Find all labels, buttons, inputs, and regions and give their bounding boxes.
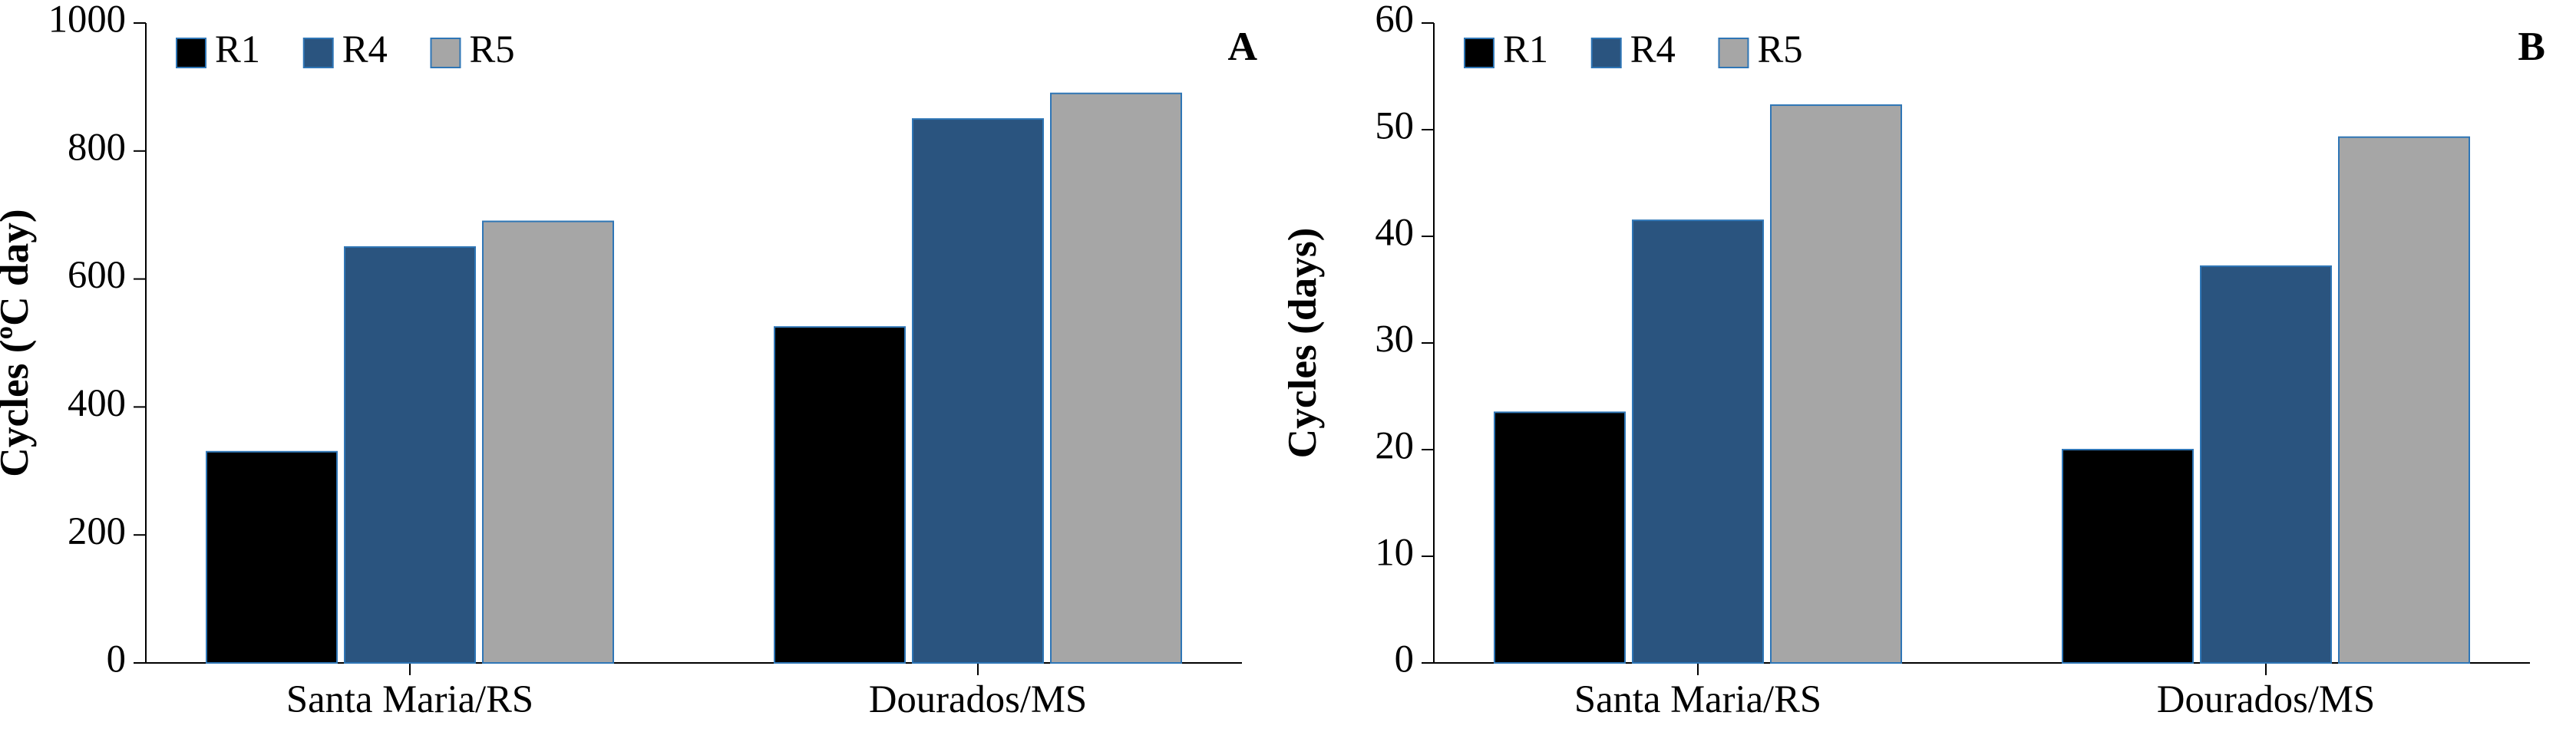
- legend-swatch-r5: [431, 38, 460, 68]
- panel-a: 0 200 400 600 800 1000 Santa Maria/RS Dourados/…: [0, 0, 1288, 755]
- legend-swatch-r4: [304, 38, 333, 68]
- y-tick-label: 800: [68, 125, 126, 168]
- legend-label-r4: R4: [342, 28, 388, 71]
- legend-swatch-r5: [1719, 38, 1748, 68]
- y-tick-label: 60: [1375, 0, 1414, 41]
- panel-letter: B: [2518, 23, 2545, 69]
- y-tick-label: 10: [1375, 531, 1414, 574]
- panel-letter: A: [1227, 23, 1257, 69]
- chart-b: 0 10 20 30 40 50 60 Santa Maria/RS Dourados/MS Cy…: [1288, 0, 2576, 755]
- bar-r4: [913, 119, 1043, 663]
- panel-b: 0 10 20 30 40 50 60 Santa Maria/RS Dourados/MS Cy…: [1288, 0, 2576, 755]
- y-axis-label: Cycles (days): [1288, 228, 1325, 459]
- y-tick-label: 0: [1395, 638, 1414, 681]
- x-tick-label: Santa Maria/RS: [1574, 678, 1821, 720]
- y-tick-label: 200: [68, 509, 126, 552]
- legend-label-r1: R1: [215, 28, 260, 71]
- legend-label-r4: R4: [1630, 28, 1676, 71]
- bar-r4: [345, 247, 475, 663]
- legend-swatch-r1: [177, 38, 206, 68]
- y-tick-label: 50: [1375, 104, 1414, 147]
- bar-r4: [2201, 266, 2331, 663]
- y-tick-label: 600: [68, 253, 126, 296]
- figure-container: 02004006008001000Santa Maria/RSDourados/…: [0, 0, 2576, 755]
- bar-r1: [2062, 450, 2193, 663]
- y-axis-label: Cycles (ºC day): [0, 209, 37, 476]
- y-tick-label: 40: [1375, 211, 1414, 254]
- bar-r1: [206, 452, 337, 663]
- y-tick-label: 0: [107, 638, 126, 681]
- legend-label-r5: R5: [469, 28, 514, 71]
- y-tick-label: 400: [68, 381, 126, 424]
- legend-label-r5: R5: [1757, 28, 1802, 71]
- legend-label-r1: R1: [1503, 28, 1548, 71]
- bar-r5: [483, 222, 613, 663]
- y-tick-label: 1000: [48, 0, 126, 41]
- x-tick-label: Santa Maria/RS: [286, 678, 533, 720]
- y-tick-label: 30: [1375, 318, 1414, 361]
- bar-r1: [1494, 412, 1625, 663]
- bar-r5: [2339, 137, 2469, 663]
- x-tick-label: Dourados/MS: [2157, 678, 2375, 720]
- y-tick-label: 20: [1375, 424, 1414, 467]
- bar-r4: [1633, 220, 1763, 663]
- bar-r5: [1051, 94, 1181, 663]
- legend-swatch-r1: [1465, 38, 1494, 68]
- legend-swatch-r4: [1592, 38, 1621, 68]
- x-tick-label: Dourados/MS: [869, 678, 1087, 720]
- bar-r5: [1771, 105, 1901, 663]
- bar-r1: [774, 327, 905, 663]
- chart-a: 0 200 400 600 800 1000 Santa Maria/RS Dourados/…: [0, 0, 1288, 755]
